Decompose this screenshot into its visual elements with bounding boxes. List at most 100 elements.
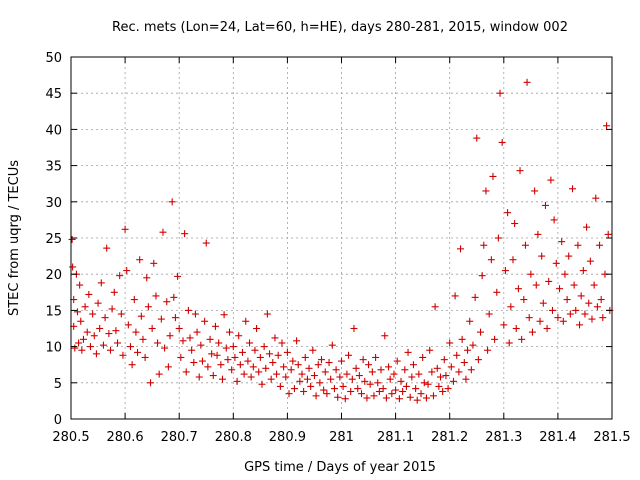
data-point (79, 335, 87, 343)
data-point (572, 306, 580, 314)
data-point (429, 392, 437, 400)
data-point (204, 363, 212, 371)
data-point (124, 321, 132, 329)
data-point (334, 393, 342, 401)
data-point (321, 368, 329, 376)
data-point (282, 373, 290, 381)
data-point (422, 394, 430, 402)
data-point (401, 366, 409, 374)
data-point (293, 337, 301, 345)
data-point (532, 281, 540, 289)
data-point (233, 377, 241, 385)
data-point (424, 380, 432, 388)
data-point (583, 223, 591, 231)
data-point (305, 364, 313, 372)
data-point (222, 344, 230, 352)
data-point (408, 373, 416, 381)
x-tick-label: 280.7 (161, 430, 198, 445)
data-point (186, 334, 194, 342)
data-point (112, 327, 120, 335)
data-point (164, 363, 172, 371)
data-point (437, 373, 445, 381)
x-tick-label: 281.5 (593, 430, 630, 445)
data-point (527, 270, 535, 278)
data-point (271, 334, 279, 342)
data-point (477, 328, 485, 336)
data-point (592, 194, 600, 202)
data-point (287, 366, 295, 374)
data-point (294, 361, 302, 369)
data-point (285, 390, 293, 398)
y-tick-label: 50 (45, 51, 62, 66)
x-tick-label: 281.4 (539, 430, 576, 445)
data-point (76, 281, 84, 289)
data-point (507, 303, 515, 311)
data-point (86, 343, 94, 351)
data-point (467, 366, 475, 374)
data-point (439, 387, 447, 395)
data-point (73, 308, 81, 316)
data-point (482, 187, 490, 195)
data-point (536, 317, 544, 325)
data-point (231, 353, 239, 361)
data-point (195, 373, 203, 381)
data-point (97, 279, 105, 287)
y-tick-label: 0 (54, 413, 62, 428)
data-point (182, 368, 190, 376)
data-point (256, 353, 264, 361)
data-point (462, 375, 470, 383)
data-point (68, 235, 76, 243)
data-point (211, 322, 219, 330)
data-point (431, 303, 439, 311)
data-point (570, 281, 578, 289)
data-point (428, 368, 436, 376)
y-tick-labels: 0 5 10 15 20 25 30 35 40 45 50 (45, 51, 62, 428)
data-point (325, 359, 333, 367)
data-point (576, 321, 584, 329)
data-point (121, 225, 129, 233)
data-point (208, 350, 216, 358)
data-point (588, 315, 596, 323)
data-point (494, 234, 502, 242)
data-point (372, 353, 380, 361)
data-point (433, 364, 441, 372)
data-point (466, 317, 474, 325)
data-point (83, 328, 91, 336)
data-point (144, 303, 152, 311)
data-point (132, 328, 140, 336)
data-point (563, 296, 571, 304)
data-point (253, 325, 261, 332)
data-point (365, 361, 373, 369)
data-point (246, 339, 254, 347)
data-point (534, 230, 542, 238)
data-point (464, 346, 472, 354)
data-point (75, 339, 83, 347)
data-point (496, 89, 504, 97)
data-point (283, 348, 291, 356)
data-point (525, 314, 533, 322)
data-point (303, 375, 311, 383)
data-point (229, 343, 237, 351)
data-point (604, 230, 612, 238)
data-point (249, 363, 257, 371)
data-point (547, 176, 555, 184)
data-point (480, 241, 488, 249)
data-point (491, 335, 499, 343)
data-point (289, 357, 297, 365)
data-point (128, 361, 136, 369)
data-point (585, 299, 593, 307)
y-tick-label: 45 (45, 87, 62, 102)
data-point (420, 379, 428, 387)
data-point (220, 311, 228, 319)
data-point (317, 356, 325, 364)
data-point (320, 386, 328, 394)
data-point (474, 356, 482, 364)
data-point (201, 317, 209, 325)
data-point (168, 198, 176, 206)
chart-title: Rec. mets (Lon=24, Lat=60, h=HE), days 2… (112, 20, 568, 35)
data-point (77, 317, 85, 325)
data-point (217, 361, 225, 369)
y-tick-label: 40 (45, 123, 62, 138)
data-point (226, 328, 234, 336)
data-point (175, 325, 183, 332)
